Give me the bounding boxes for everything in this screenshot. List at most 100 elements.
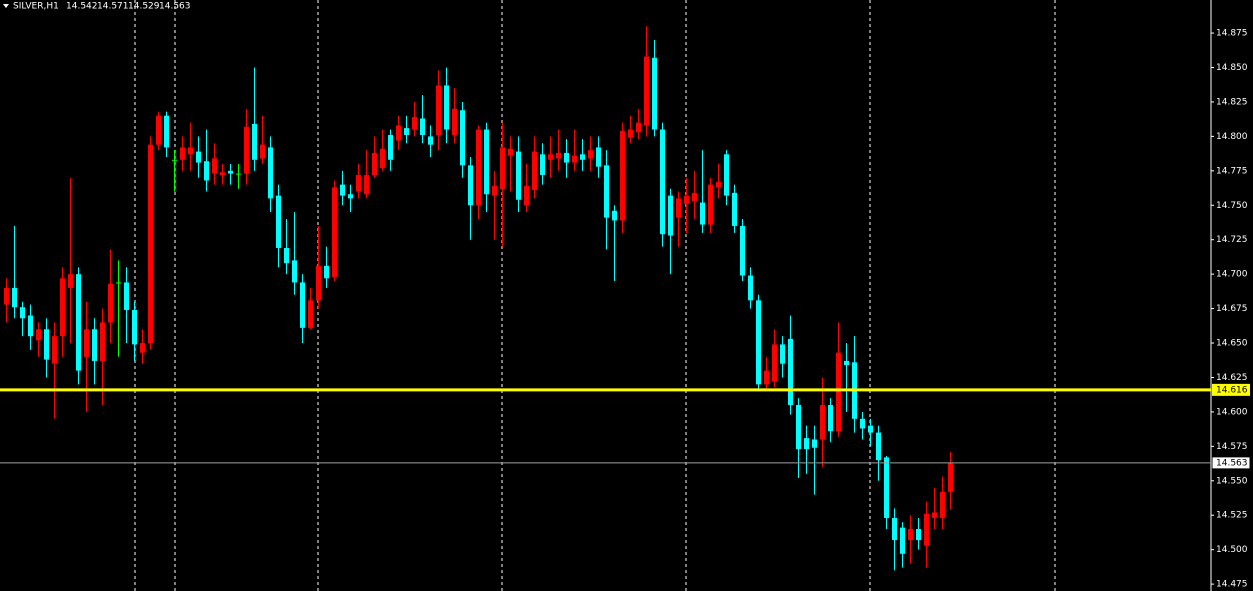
- header: SILVER,H1 14.542 14.571 14.529 14.563: [3, 2, 191, 12]
- y-tick-label: 14.625: [1216, 373, 1248, 383]
- candle-body: [900, 527, 905, 554]
- y-tick-label: 14.675: [1216, 304, 1248, 314]
- candle-body: [284, 247, 289, 264]
- candle-body: [676, 198, 681, 218]
- candle-body: [660, 129, 665, 235]
- price-level-label: 14.563: [1216, 458, 1248, 468]
- menu-arrow[interactable]: [3, 4, 9, 8]
- candle-body: [268, 147, 273, 199]
- y-tick-label: 14.700: [1216, 270, 1248, 280]
- candle-body: [924, 513, 929, 546]
- candle-body: [420, 118, 425, 136]
- y-tick-label: 14.525: [1216, 511, 1248, 521]
- candle-body: [868, 425, 873, 433]
- candle-body: [468, 165, 473, 206]
- candle-body: [84, 329, 89, 357]
- candle-body: [148, 144, 153, 344]
- candle-body: [644, 56, 649, 126]
- high-value: 14.571: [97, 2, 129, 12]
- candle-body: [252, 123, 257, 160]
- candle-body: [844, 360, 849, 366]
- symbol: SILVER,H1: [13, 2, 59, 12]
- candle-body: [508, 148, 513, 156]
- candle-body: [92, 329, 97, 361]
- candle-body: [108, 283, 113, 323]
- y-tick-label: 14.600: [1216, 407, 1248, 417]
- price-level-box: [1212, 383, 1250, 396]
- candle-body: [836, 352, 841, 432]
- candle-body: [132, 309, 137, 345]
- candle-body: [692, 192, 697, 202]
- candle-body: [348, 194, 353, 199]
- candle-body: [500, 147, 505, 189]
- y-tick-label: 14.850: [1216, 63, 1248, 73]
- candle-body: [340, 184, 345, 196]
- candle-body: [180, 147, 185, 160]
- candle-body: [276, 195, 281, 248]
- candle-body: [164, 115, 169, 148]
- candle-body: [124, 282, 129, 310]
- candle-body: [236, 173, 241, 175]
- low-value: 14.529: [128, 2, 160, 12]
- y-tick-label: 14.875: [1216, 29, 1248, 39]
- candle-body: [372, 152, 377, 175]
- y-tick-label: 14.500: [1216, 545, 1248, 555]
- candle-body: [908, 529, 913, 541]
- y-tick-label: 14.750: [1216, 201, 1248, 211]
- candle-body: [212, 158, 217, 174]
- candle-body: [324, 265, 329, 279]
- candle-body: [156, 115, 161, 145]
- candle-body: [628, 129, 633, 138]
- candle-body: [716, 181, 721, 188]
- candle-body: [572, 155, 577, 163]
- candle-body: [588, 150, 593, 159]
- candle-body: [892, 517, 897, 541]
- candle-body: [244, 126, 249, 174]
- candle-body: [36, 329, 41, 341]
- candle-body: [828, 405, 833, 432]
- candle-body: [404, 128, 409, 136]
- candle-body: [172, 159, 177, 161]
- candle-body: [612, 210, 617, 221]
- price-axis: 14.475 14.500 14.525 14.550 14.575 14.600 14.6…: [1211, 29, 1248, 590]
- candle-body: [188, 147, 193, 155]
- candle-body: [580, 154, 585, 160]
- candle-body: [292, 260, 297, 283]
- candle-body: [820, 405, 825, 440]
- candle-body: [260, 144, 265, 159]
- candle-body: [380, 148, 385, 169]
- candle-body: [12, 287, 17, 308]
- candle-body: [884, 457, 889, 518]
- candle-body: [596, 147, 601, 167]
- candle-body: [332, 187, 337, 277]
- candle-body: [492, 185, 497, 196]
- candle-body: [772, 344, 777, 382]
- candle-body: [484, 129, 489, 195]
- price-level-box: [1211, 456, 1251, 470]
- candle-body: [684, 195, 689, 204]
- candle-body: [524, 185, 529, 206]
- candle-body: [116, 282, 121, 284]
- y-tick-label: 14.825: [1216, 97, 1248, 107]
- candle-body: [44, 329, 49, 360]
- candle-body: [388, 135, 393, 160]
- candle-body: [556, 152, 561, 159]
- candle-body: [428, 136, 433, 145]
- candle-body: [452, 108, 457, 136]
- candle-body: [204, 161, 209, 181]
- candle-body: [788, 338, 793, 406]
- y-tick-label: 14.800: [1216, 132, 1248, 142]
- candle-body: [940, 491, 945, 518]
- candle-body: [532, 151, 537, 191]
- candle-body: [804, 438, 809, 450]
- candle-body: [932, 512, 937, 518]
- candle-body: [20, 307, 25, 319]
- y-tick-label: 14.725: [1216, 235, 1248, 245]
- candle-body: [732, 192, 737, 226]
- candle-body: [436, 85, 441, 136]
- candle-body: [564, 152, 569, 163]
- candle-body: [740, 225, 745, 276]
